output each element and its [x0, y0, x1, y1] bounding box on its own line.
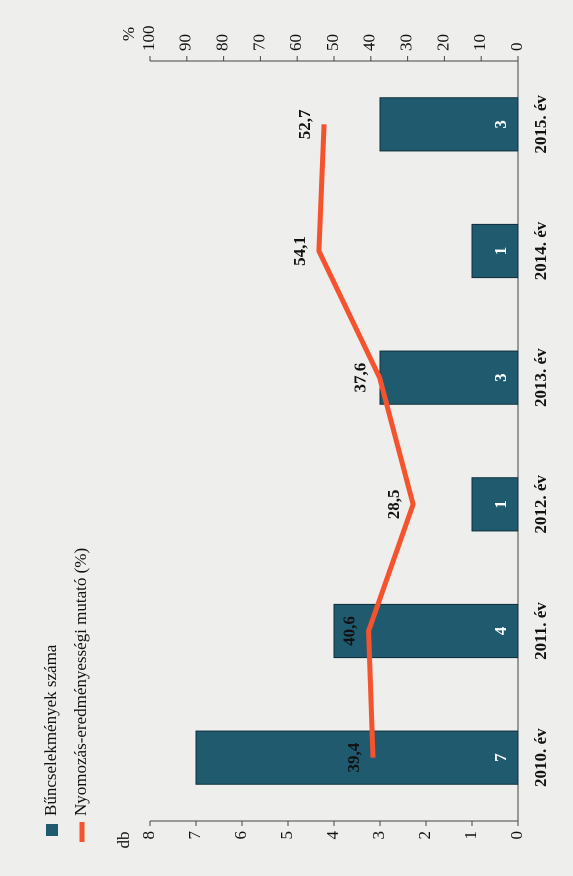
y-tick-label: 1 [461, 831, 480, 840]
bar-label: 1 [491, 500, 510, 509]
y2-tick-label: 80 [213, 34, 232, 51]
y2-tick-label: 30 [397, 34, 416, 51]
y2-axis-title: % [119, 27, 138, 41]
bar-label: 3 [491, 373, 510, 382]
y-tick-label: 5 [277, 831, 296, 840]
y2-tick-label: 40 [360, 34, 379, 51]
y2-tick-label: 60 [286, 34, 305, 51]
y2-tick-label: 70 [249, 34, 268, 51]
y2-tick-label: 50 [323, 34, 342, 51]
bar-label: 7 [491, 753, 510, 762]
bar [195, 730, 519, 785]
legend-label: Bűncselekmények száma [41, 644, 60, 816]
y-tick-label: 4 [323, 831, 342, 840]
y-axis-title: db [114, 832, 133, 849]
y-tick-label: 8 [139, 831, 158, 840]
legend-swatch [46, 824, 58, 836]
line-value-label: 28,5 [384, 489, 403, 519]
y2-tick-label: 0 [507, 43, 526, 52]
y-tick-label: 2 [415, 831, 434, 840]
x-tick-label: 2014. év [531, 221, 550, 280]
y2-tick-label: 90 [176, 34, 195, 51]
y-tick-label: 0 [507, 831, 526, 840]
x-tick-label: 2012. év [531, 475, 550, 534]
line [316, 124, 416, 758]
bar-label: 1 [491, 247, 510, 256]
y2-tick-label: 10 [470, 34, 489, 51]
bar-label: 3 [491, 120, 510, 129]
bar [379, 97, 519, 152]
y-tick-label: 7 [185, 831, 204, 840]
x-tick-label: 2013. év [531, 348, 550, 407]
y2-tick-label: 100 [139, 26, 158, 52]
legend-label: Nyomozás-eredményességi mutató (%) [71, 548, 90, 816]
line-value-label: 37,6 [351, 363, 370, 393]
x-tick-label: 2011. év [531, 602, 550, 660]
bar [471, 477, 519, 532]
bar-label: 4 [491, 626, 510, 635]
y-tick-label: 3 [369, 831, 388, 840]
bar [471, 223, 519, 279]
line-value-label: 40,6 [339, 616, 358, 646]
y-tick-label: 6 [231, 831, 250, 840]
x-tick-label: 2010. év [531, 728, 550, 787]
line-value-label: 54,1 [290, 236, 309, 266]
bar [333, 603, 519, 659]
line-value-label: 52,7 [295, 109, 314, 139]
line-value-label: 39,4 [344, 742, 363, 772]
y2-tick-label: 20 [433, 34, 452, 51]
x-tick-label: 2015. év [531, 95, 550, 154]
